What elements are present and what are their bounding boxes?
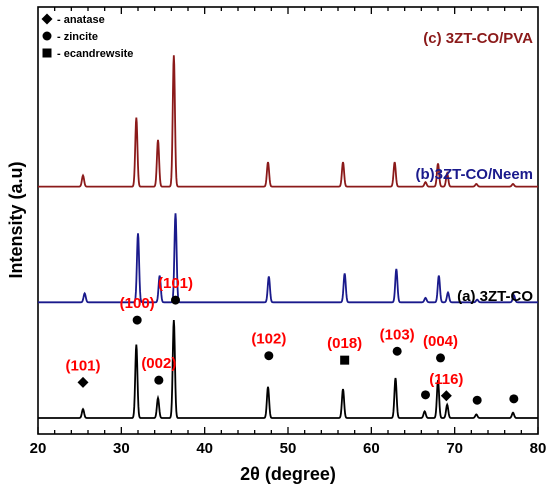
circle-marker (171, 295, 180, 305)
legend-label: - zincite (57, 31, 98, 43)
hkl-label: (116) (429, 371, 463, 388)
square-marker (340, 355, 350, 365)
hkl-label: (103) (380, 326, 415, 343)
x-tick-label: 50 (280, 440, 297, 457)
legend-label: - ecandrewsite (57, 48, 133, 60)
legend-square-marker (42, 48, 52, 58)
x-tick-label: 40 (196, 440, 213, 457)
x-tick-labels: 20 30 40 50 60 70 80 (30, 440, 547, 457)
legend-label: - anatase (57, 14, 105, 26)
series-label: (c) 3ZT-CO/PVA (423, 30, 533, 47)
legend-diamond-marker (41, 13, 53, 25)
circle-marker (392, 346, 402, 356)
hkl-label: (101) (158, 275, 193, 292)
legend-circle-marker (42, 31, 52, 41)
y-axis-title: Intensity (a.u) (6, 161, 26, 278)
circle-marker (264, 351, 274, 361)
x-axis-title: 2θ (degree) (240, 464, 336, 484)
series-line (38, 213, 538, 304)
hkl-label: (004) (423, 333, 458, 350)
circle-marker (132, 315, 142, 325)
x-tick-label: 30 (113, 440, 130, 457)
hkl-label: (101) (65, 357, 100, 374)
x-tick-label: 80 (530, 440, 547, 457)
circle-marker (421, 390, 430, 400)
series-label: (a) 3ZT-CO (457, 288, 533, 305)
x-tick-label: 70 (446, 440, 463, 457)
circle-marker (436, 353, 445, 363)
circle-marker (472, 395, 482, 405)
x-tick-label: 20 (30, 440, 47, 457)
circle-marker (509, 394, 519, 404)
circle-marker (154, 375, 164, 385)
hkl-label: (018) (327, 335, 362, 352)
series-labels: (a) 3ZT-CO (b)3ZT-CO/Neem (c) 3ZT-CO/PVA (415, 30, 533, 305)
hkl-annotations: (101)(100)(002)(101)(102) (018)(103) (004)… (65, 275, 519, 405)
series-label: (b)3ZT-CO/Neem (415, 166, 533, 183)
hkl-label: (102) (251, 331, 286, 348)
series-line (38, 55, 538, 188)
hkl-label: (002) (141, 355, 176, 372)
diamond-marker (440, 390, 452, 402)
series-line (38, 320, 538, 419)
tick-marks (37, 7, 539, 434)
diamond-marker (77, 376, 89, 388)
hkl-label: (100) (120, 295, 155, 312)
legend: - anatase - zincite - ecandrewsite (41, 13, 133, 60)
x-tick-label: 60 (363, 440, 380, 457)
series-lines (38, 55, 538, 419)
